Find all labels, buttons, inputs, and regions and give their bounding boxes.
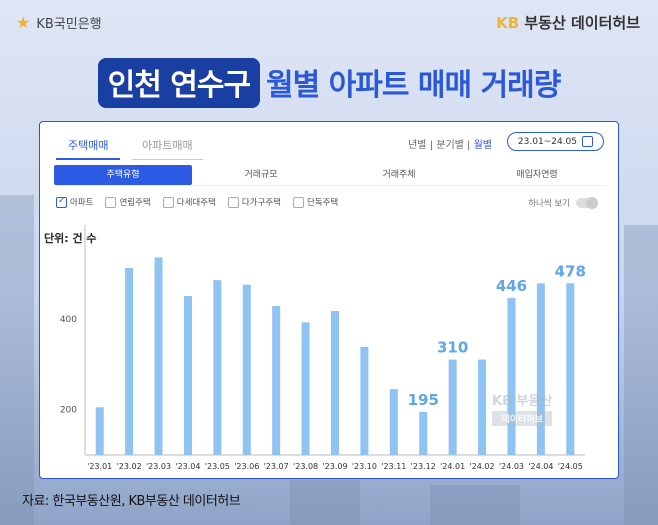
subtab-bar: 주택유형 거래규모 거래주체 매입자연령 [54,165,606,186]
bar [95,407,104,455]
bar [213,280,222,455]
data-label: 446 [496,277,527,295]
bar [389,389,398,455]
period-quarterly[interactable]: 분기별 [436,140,464,151]
background-building [430,485,520,525]
checkbox[interactable] [227,196,239,208]
background-building [290,480,360,525]
date-range-value: 23.01~24.05 [517,136,577,147]
housing-type-filters: 아파트 연립주택 다세대주택 다가구주택 단독주택 [56,196,338,208]
checkbox-checked[interactable] [56,196,67,208]
kb-bank-name: KB국민은행 [36,17,102,32]
source-note: 자료: 한국부동산원, KB부동산 데이터허브 [22,494,241,509]
x-tick-label: '23.04 [175,462,200,471]
x-tick-label: '24.03 [499,462,524,471]
x-tick-label: '24.04 [528,462,553,471]
kb-mark: KB [496,14,520,32]
x-tick-label: '23.12 [411,462,436,471]
x-tick-label: '24.02 [470,462,495,471]
bar [419,411,428,455]
bar [507,297,516,455]
filter-label: 다가구주택 [241,198,281,208]
title-subject: 월별 아파트 매매 거래량 [266,68,561,103]
subtab-buyer-age[interactable]: 매입자연령 [516,170,558,180]
toggle-label: 하나씩 보기 [528,199,570,209]
subtab-transaction-party[interactable]: 거래주체 [382,170,416,180]
data-hub-name: 부동산 데이터허브 [524,14,640,32]
subtab-transaction-size[interactable]: 거래규모 [244,170,278,180]
filter-multi-family[interactable]: 다가구주택 [227,196,281,208]
kb-data-hub-logo: KB 부동산 데이터허브 [496,12,640,33]
calendar-icon [582,136,593,147]
period-monthly[interactable]: 월별 [473,140,492,151]
bar [154,257,163,455]
data-label: 310 [437,339,468,357]
x-tick-label: '23.07 [264,462,289,471]
x-tick-label: '24.05 [558,462,583,471]
x-tick-label: '23.01 [87,462,112,471]
tab-apartment-sale[interactable]: 아파트매매 [132,137,203,160]
y-tick-label: 200 [60,406,77,416]
filter-label: 다세대주택 [176,198,216,208]
kb-bank-logo: ★ KB국민은행 [16,13,102,32]
title-region: 인천 연수구 [97,58,261,108]
filter-multiplex[interactable]: 다세대주택 [162,196,216,208]
bar [125,267,134,455]
bar [448,359,457,455]
y-tick-label: 400 [60,315,77,325]
bar [242,284,251,455]
background-building [0,195,34,525]
bar [301,322,310,455]
filter-apartment[interactable]: 아파트 [56,196,93,208]
data-label: 195 [408,391,439,409]
period-selector: 년별 | 분기별 | 월별 [408,140,492,151]
kb-star-icon: ★ [16,13,31,32]
x-tick-label: '23.08 [293,462,318,471]
x-tick-label: '23.09 [322,462,347,471]
data-label: 478 [555,262,586,280]
bar-chart: 200 400 '23.01 '23.02 '23.03 '23.04 '23.05 '23.… [60,225,586,471]
filter-label: 단독주택 [306,198,339,208]
x-tick-label: '23.03 [146,462,171,471]
y-axis-label: 단위: 건 수 [44,232,97,245]
x-tick-label: '24.01 [440,462,465,471]
page-title: 인천 연수구 월별 아파트 매매 거래량 [0,58,658,108]
period-yearly[interactable]: 년별 [408,140,427,151]
checkbox[interactable] [162,196,174,208]
watermark-line1: KB 부동산 [492,394,553,409]
bar [183,296,192,455]
x-tick-label: '23.10 [352,462,377,471]
bar [536,283,545,455]
checkbox[interactable] [105,196,117,208]
bar [272,306,281,455]
filter-detached[interactable]: 단독주택 [292,196,339,208]
x-tick-label: '23.11 [381,462,406,471]
date-range-picker[interactable]: 23.01~24.05 [506,132,604,151]
chart-panel: 주택매매 아파트매매 년별 | 분기별 | 월별 23.01~24.05 주택유… [39,121,619,479]
filter-label: 아파트 [70,198,94,208]
background-building [624,225,658,525]
x-tick-label: '23.06 [234,462,259,471]
x-tick-label: '23.02 [117,462,142,471]
single-view-toggle[interactable]: 하나씩 보기 [528,197,598,209]
watermark: KB 부동산 데이터허브 [492,390,553,426]
checkbox[interactable] [292,196,304,208]
bar [331,311,339,455]
watermark-line2: 데이터허브 [492,411,553,426]
subtab-housing-type[interactable]: 주택유형 [54,165,192,185]
filter-row-house[interactable]: 연립주택 [105,196,151,208]
bar [478,359,487,455]
tab-housing-sale[interactable]: 주택매매 [56,137,121,160]
toggle-switch[interactable] [576,197,598,209]
bar [566,283,575,455]
filter-label: 연립주택 [119,198,151,208]
bar [360,346,369,455]
x-tick-label: '23.05 [205,462,230,471]
